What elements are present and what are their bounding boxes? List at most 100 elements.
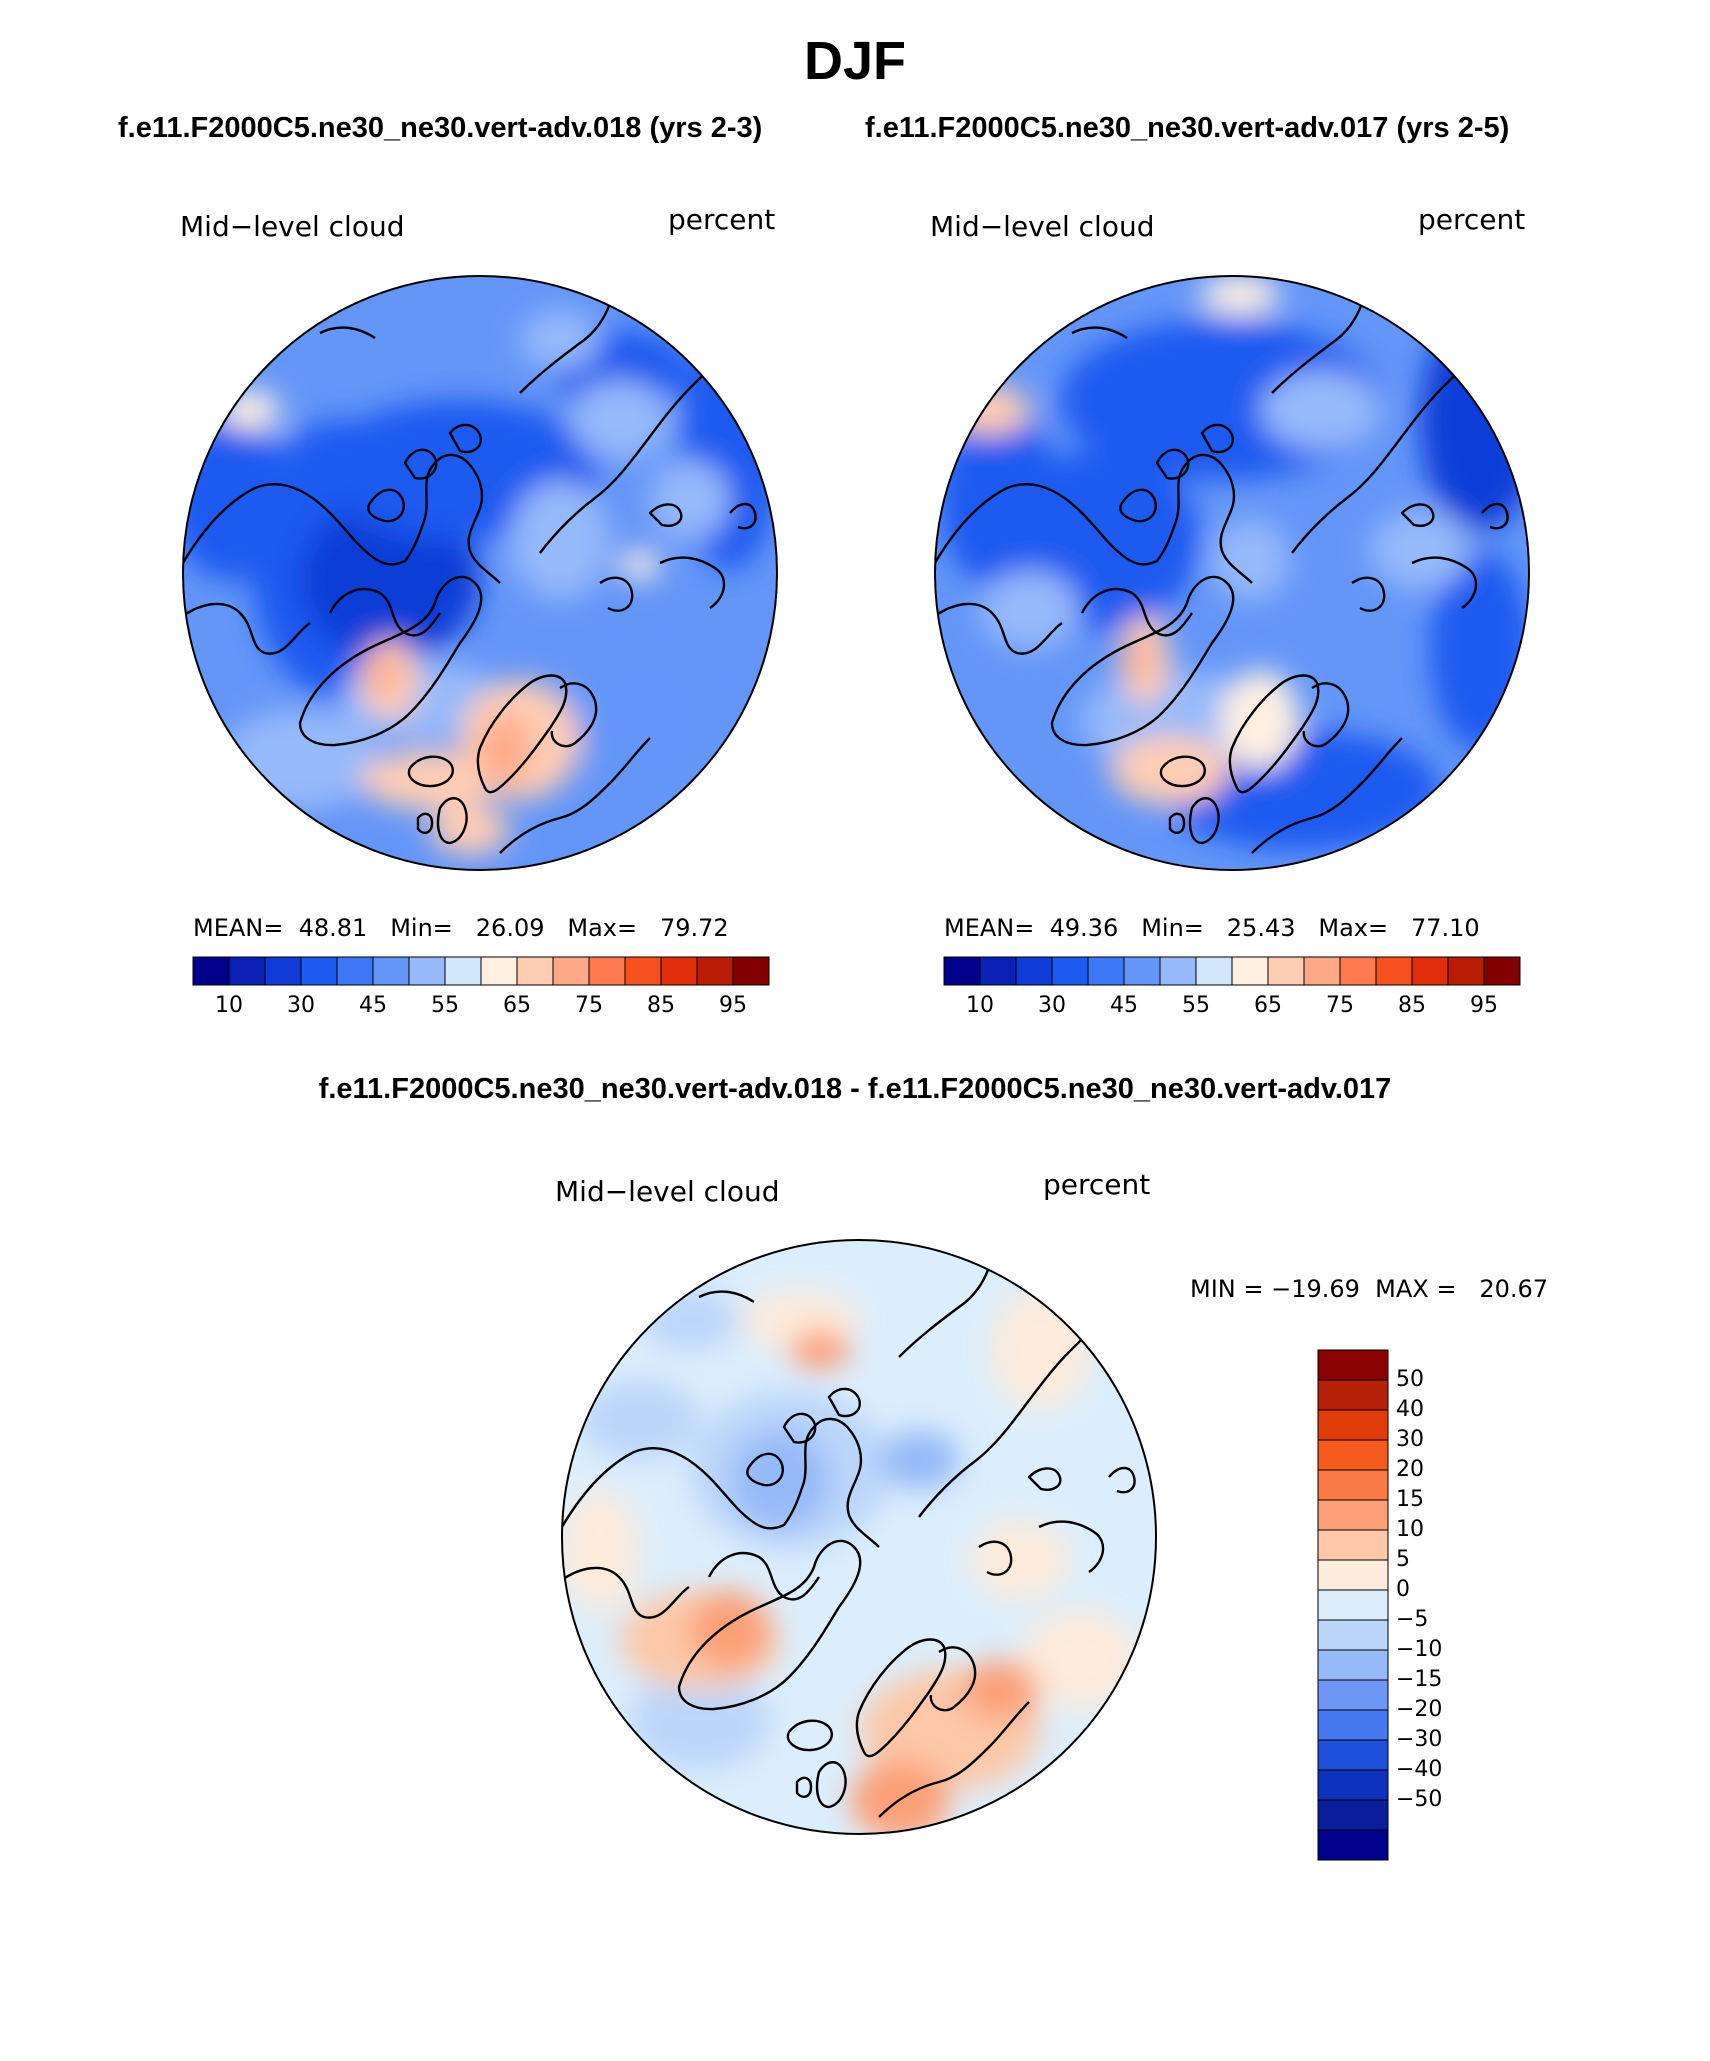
diff-colorbar-tick-label: 0 bbox=[1396, 1577, 1410, 1602]
diff-colorbar-tick-label: −40 bbox=[1396, 1757, 1443, 1782]
left-units-label: percent bbox=[668, 203, 776, 236]
right-colorbar-box bbox=[1483, 956, 1521, 986]
diff-colorbar-box bbox=[1317, 1649, 1389, 1681]
left-colorbar-box bbox=[660, 956, 698, 986]
left-colorbar-box bbox=[624, 956, 662, 986]
right-colorbar-box bbox=[1195, 956, 1233, 986]
diff-colorbar-tick-label: 40 bbox=[1396, 1397, 1424, 1422]
right-colorbar-tick-label: 55 bbox=[1182, 993, 1210, 1018]
left-polar-map bbox=[182, 275, 778, 871]
right-stats: MEAN= 49.36 Min= 25.43 Max= 77.10 bbox=[944, 914, 1480, 942]
right-colorbar-box bbox=[1267, 956, 1305, 986]
right-colorbar-box bbox=[1231, 956, 1269, 986]
diff-colorbar-tick-label: 30 bbox=[1396, 1427, 1424, 1452]
diff-colorbar-box bbox=[1317, 1589, 1389, 1621]
right-colorbar-box bbox=[1339, 956, 1377, 986]
case-title-left: f.e11.F2000C5.ne30_ne30.vert-adv.018 (yr… bbox=[118, 112, 763, 144]
right-colorbar-box bbox=[1087, 956, 1125, 986]
left-colorbar-tick-label: 65 bbox=[503, 993, 531, 1018]
right-variable-label: Mid−level cloud bbox=[930, 210, 1155, 243]
diff-colorbar-box bbox=[1317, 1439, 1389, 1471]
diff-variable-label: Mid−level cloud bbox=[555, 1175, 780, 1208]
right-colorbar-tick-label: 65 bbox=[1254, 993, 1282, 1018]
right-colorbar-tick-label: 10 bbox=[966, 993, 994, 1018]
diff-colorbar-box bbox=[1317, 1559, 1389, 1591]
diff-colorbar-box bbox=[1317, 1619, 1389, 1651]
difference-title: f.e11.F2000C5.ne30_ne30.vert-adv.018 - f… bbox=[318, 1073, 1392, 1105]
diff-colorbar-box bbox=[1317, 1409, 1389, 1441]
diff-colorbar-box bbox=[1317, 1469, 1389, 1501]
left-colorbar bbox=[192, 956, 770, 986]
right-colorbar-box bbox=[1015, 956, 1053, 986]
figure-title: DJF bbox=[803, 31, 906, 91]
right-colorbar-tick-label: 85 bbox=[1398, 993, 1426, 1018]
left-colorbar-tick-label: 45 bbox=[359, 993, 387, 1018]
right-colorbar-box bbox=[1411, 956, 1449, 986]
right-colorbar-box bbox=[1375, 956, 1413, 986]
right-colorbar-tick-label: 75 bbox=[1326, 993, 1354, 1018]
right-colorbar-box bbox=[1447, 956, 1485, 986]
left-colorbar-box bbox=[336, 956, 374, 986]
left-colorbar-box bbox=[516, 956, 554, 986]
left-colorbar-box bbox=[732, 956, 770, 986]
right-colorbar-box bbox=[1051, 956, 1089, 986]
left-colorbar-box bbox=[480, 956, 518, 986]
diff-colorbar-tick-label: −15 bbox=[1396, 1667, 1443, 1692]
left-colorbar-tick-label: 10 bbox=[215, 993, 243, 1018]
left-colorbar-box bbox=[408, 956, 446, 986]
case-title-right: f.e11.F2000C5.ne30_ne30.vert-adv.017 (yr… bbox=[865, 112, 1510, 144]
diff-colorbar-tick-label: 15 bbox=[1396, 1487, 1424, 1512]
right-colorbar-tick-label: 45 bbox=[1110, 993, 1138, 1018]
left-colorbar-box bbox=[228, 956, 266, 986]
diff-colorbar-box bbox=[1317, 1499, 1389, 1531]
right-colorbar bbox=[943, 956, 1521, 986]
right-colorbar-box bbox=[979, 956, 1017, 986]
diff-colorbar-tick-label: 20 bbox=[1396, 1457, 1424, 1482]
left-colorbar-box bbox=[300, 956, 338, 986]
right-colorbar-box bbox=[1303, 956, 1341, 986]
left-colorbar-box bbox=[372, 956, 410, 986]
diff-colorbar-tick-label: −10 bbox=[1396, 1637, 1443, 1662]
right-colorbar-box bbox=[943, 956, 981, 986]
right-polar-map bbox=[934, 275, 1530, 871]
left-colorbar-tick-label: 30 bbox=[287, 993, 315, 1018]
diff-colorbar-tick-label: −50 bbox=[1396, 1787, 1443, 1812]
right-colorbar-tick-label: 30 bbox=[1038, 993, 1066, 1018]
left-colorbar-box bbox=[696, 956, 734, 986]
right-colorbar-tick-label: 95 bbox=[1470, 993, 1498, 1018]
left-colorbar-box bbox=[264, 956, 302, 986]
diff-colorbar-box bbox=[1317, 1799, 1389, 1831]
left-stats: MEAN= 48.81 Min= 26.09 Max= 79.72 bbox=[193, 914, 729, 942]
left-colorbar-box bbox=[588, 956, 626, 986]
diff-colorbar-box bbox=[1317, 1529, 1389, 1561]
right-colorbar-box bbox=[1123, 956, 1161, 986]
diff-colorbar-tick-label: −30 bbox=[1396, 1727, 1443, 1752]
diff-colorbar-box bbox=[1317, 1679, 1389, 1711]
diff-colorbar-tick-label: 10 bbox=[1396, 1517, 1424, 1542]
left-colorbar-tick-label: 75 bbox=[575, 993, 603, 1018]
left-colorbar-box bbox=[552, 956, 590, 986]
diff-colorbar-box bbox=[1317, 1349, 1389, 1381]
left-colorbar-box bbox=[192, 956, 230, 986]
diff-colorbar-box bbox=[1317, 1739, 1389, 1771]
diff-colorbar-tick-label: −5 bbox=[1396, 1607, 1429, 1632]
left-colorbar-tick-label: 95 bbox=[719, 993, 747, 1018]
diff-colorbar-box bbox=[1317, 1769, 1389, 1801]
diff-colorbar-tick-label: 5 bbox=[1396, 1547, 1410, 1572]
diff-colorbar bbox=[1317, 1349, 1389, 1861]
left-colorbar-tick-label: 85 bbox=[647, 993, 675, 1018]
diff-colorbar-box bbox=[1317, 1379, 1389, 1411]
left-colorbar-tick-label: 55 bbox=[431, 993, 459, 1018]
diff-minmax: MIN = −19.69 MAX = 20.67 bbox=[1190, 1275, 1549, 1303]
left-variable-label: Mid−level cloud bbox=[180, 210, 405, 243]
diff-colorbar-tick-label: −20 bbox=[1396, 1697, 1443, 1722]
diff-colorbar-box bbox=[1317, 1709, 1389, 1741]
right-units-label: percent bbox=[1418, 203, 1526, 236]
right-colorbar-box bbox=[1159, 956, 1197, 986]
diff-polar-map bbox=[561, 1239, 1157, 1835]
left-colorbar-box bbox=[444, 956, 482, 986]
diff-units-label: percent bbox=[1043, 1168, 1151, 1201]
diff-colorbar-box bbox=[1317, 1829, 1389, 1861]
diff-colorbar-tick-label: 50 bbox=[1396, 1367, 1424, 1392]
